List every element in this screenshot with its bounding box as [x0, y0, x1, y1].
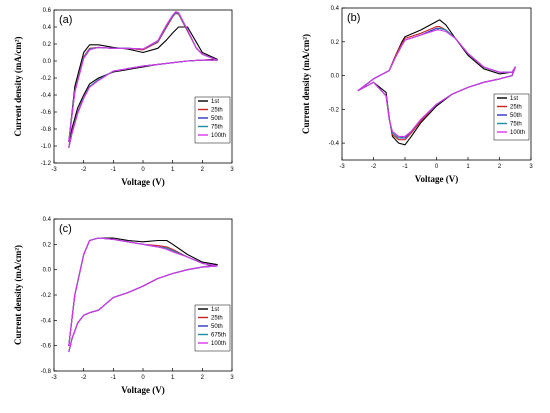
x-tick-label: 2 [498, 164, 502, 170]
legend-label: 75th [211, 125, 223, 131]
panel-label: (b) [347, 12, 360, 24]
y-tick-label: 0.2 [331, 40, 340, 46]
y-tick-label: -0.2 [329, 107, 340, 113]
y-tick-label: 0.0 [43, 59, 52, 65]
x-tick-label: -2 [81, 167, 87, 173]
legend-label: 100th [211, 341, 226, 347]
y-tick-label: 0.4 [331, 6, 340, 12]
y-tick-label: 0.6 [43, 8, 52, 14]
y-tick-label: -0.2 [41, 293, 52, 299]
series-line-75th [357, 27, 516, 139]
legend-label: 25th [510, 105, 522, 111]
panel-label: (c) [59, 223, 72, 235]
legend-label: 1st [510, 96, 518, 102]
legend: 1st 25th 50th 75th 100th [493, 93, 530, 141]
y-tick-label: 0.0 [43, 268, 52, 274]
legend-label: 675th [211, 333, 226, 339]
x-tick-label: 2 [201, 167, 205, 173]
y-axis-label: Current density (mA/cm²) [301, 34, 311, 134]
x-tick-label: 3 [230, 167, 234, 173]
y-tick-label: -1.0 [41, 144, 52, 150]
x-tick-label: -1 [111, 375, 117, 381]
y-tick-label: -0.6 [41, 344, 52, 350]
x-tick-label: -1 [402, 164, 408, 170]
series-line-100th [68, 11, 218, 148]
x-tick-label: -2 [81, 375, 87, 381]
y-axis-label: Current density (mA/cm²) [13, 245, 23, 345]
legend-label: 50th [211, 324, 223, 330]
y-tick-label: -0.6 [41, 110, 52, 116]
x-axis-label: Voltage (V) [121, 177, 164, 187]
x-tick-label: -3 [51, 167, 57, 173]
x-tick-label: 3 [230, 375, 234, 381]
y-tick-label: 0.2 [43, 42, 52, 48]
legend-label: 100th [510, 130, 525, 136]
series-line-1st [68, 26, 218, 148]
legend-label: 75th [510, 122, 522, 128]
legend: 1st 25th 50th 675th 100th [194, 304, 231, 352]
legend: 1st 25th 50th 75th 100th [194, 96, 231, 144]
y-tick-label: -0.8 [41, 369, 52, 375]
x-tick-label: -3 [339, 164, 345, 170]
legend-label: 25th [211, 108, 223, 114]
panel-label: (a) [59, 14, 72, 26]
x-tick-label: 2 [201, 375, 205, 381]
panel-1: -3 -2 -1 0 1 2 3 -0.4 -0.2 0.0 0.2 0.4 Voltage (V) Cu… [301, 6, 533, 184]
legend-label: 100th [211, 133, 226, 139]
y-tick-label: 0.4 [43, 25, 52, 31]
x-tick-label: -3 [51, 375, 57, 381]
y-tick-label: 0.4 [43, 217, 52, 223]
y-tick-label: 0.2 [43, 242, 52, 248]
x-axis-label: Voltage (V) [415, 174, 458, 184]
y-tick-label: -1.2 [41, 161, 52, 167]
x-tick-label: 1 [171, 167, 175, 173]
series-line-50th [357, 27, 516, 139]
legend-label: 50th [510, 113, 522, 119]
x-axis-label: Voltage (V) [121, 385, 164, 395]
y-tick-label: -0.4 [41, 318, 52, 324]
x-tick-label: -1 [111, 167, 117, 173]
panel-0: -3 -2 -1 0 1 2 3 -1.2 -1.0 -0.8 -0.6 -0.4 -0.2 0.0 0.2… [13, 8, 234, 187]
y-tick-label: -0.4 [41, 93, 52, 99]
series-line-100th [68, 237, 218, 353]
y-tick-label: -0.4 [329, 141, 340, 147]
x-tick-label: 1 [466, 164, 470, 170]
x-tick-label: 1 [171, 375, 175, 381]
y-tick-label: 0.0 [331, 74, 340, 80]
x-tick-label: 0 [141, 375, 145, 381]
legend-label: 1st [211, 307, 219, 313]
x-tick-label: -2 [371, 164, 377, 170]
x-tick-label: 3 [529, 164, 533, 170]
panel-2: -3 -2 -1 0 1 2 3 -0.8 -0.6 -0.4 -0.2 0.0 0.2 0.4 Volta… [13, 217, 234, 395]
series-line-100th [357, 29, 516, 137]
x-tick-label: 0 [141, 167, 145, 173]
legend-label: 50th [211, 116, 223, 122]
series-line-25th [357, 26, 516, 141]
legend-label: 25th [211, 316, 223, 322]
y-axis-label: Current density (mA/cm²) [13, 36, 23, 136]
y-tick-label: -0.2 [41, 76, 52, 82]
x-tick-label: 0 [435, 164, 439, 170]
y-tick-label: -0.8 [41, 127, 52, 133]
legend-label: 1st [211, 99, 219, 105]
series-line-1st [357, 19, 516, 146]
